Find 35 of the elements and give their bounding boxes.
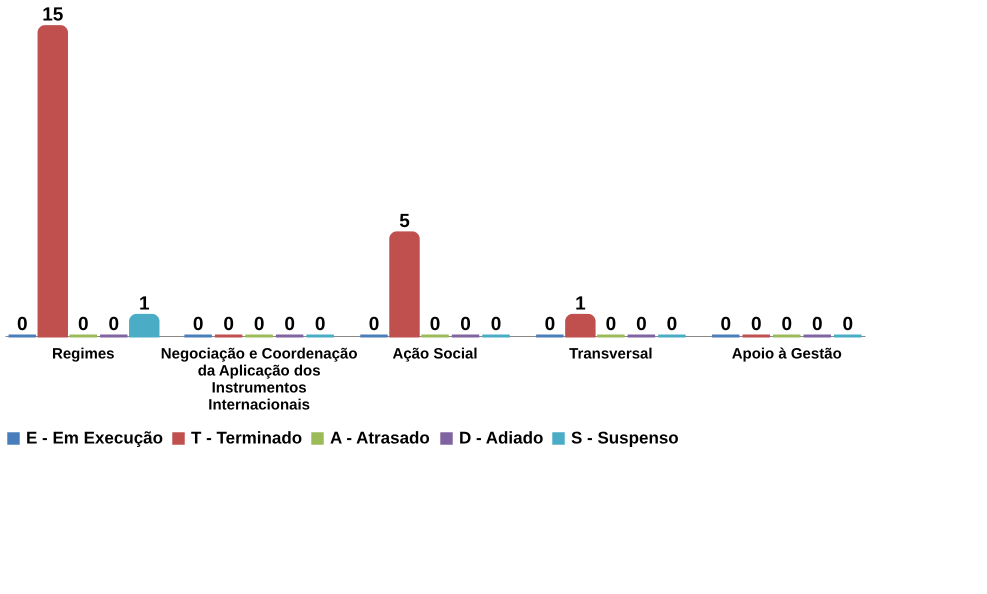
legend-label: T - Terminado (191, 428, 302, 448)
legend-label: A - Atrasado (330, 428, 430, 448)
data-label: 0 (842, 314, 854, 335)
data-label: 0 (636, 314, 647, 335)
data-label: 0 (781, 314, 792, 335)
x-tick-label: Apoio à Gestão (732, 346, 842, 362)
x-tick-label: Transversal (569, 346, 653, 362)
data-label: 0 (192, 314, 204, 335)
legend-label: S - Suspenso (571, 428, 679, 448)
data-label: 0 (314, 314, 326, 335)
data-label: 0 (720, 314, 732, 335)
data-label: 0 (460, 314, 471, 335)
data-label: 5 (399, 210, 410, 232)
data-label: 0 (750, 314, 762, 335)
x-tick-label: Regimes (52, 346, 115, 362)
data-label: 0 (16, 314, 28, 335)
data-label: 0 (78, 314, 89, 335)
legend-label: E - Em Execução (26, 428, 164, 448)
data-label: 0 (666, 314, 678, 335)
data-label: 0 (284, 314, 295, 335)
x-tick-label: Negociação e Coordenação da Aplicação dos Instrumentos Internacionais (160, 346, 358, 414)
legend-label: D - Adiado (459, 428, 544, 448)
data-label: 1 (575, 293, 586, 314)
data-label: 0 (544, 314, 556, 335)
data-label: 0 (108, 314, 120, 335)
data-label: 0 (606, 314, 616, 335)
data-label: 0 (430, 314, 440, 335)
data-label: 0 (490, 314, 502, 335)
data-label: 0 (223, 314, 234, 335)
x-tick-label: Ação Social (392, 346, 478, 362)
data-label: 0 (368, 314, 380, 335)
data-label: 1 (138, 293, 150, 314)
data-label: 0 (812, 314, 823, 335)
data-label: 15 (42, 4, 64, 26)
data-label: 0 (254, 314, 264, 335)
